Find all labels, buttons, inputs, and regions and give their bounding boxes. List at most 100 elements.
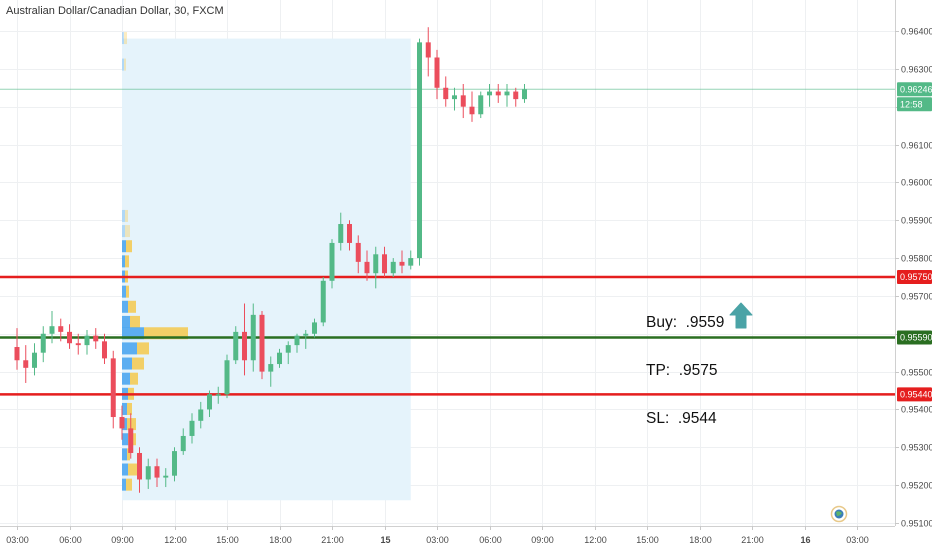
candle-body (417, 42, 422, 259)
candle-body (469, 106, 475, 115)
candle-body (504, 91, 510, 96)
candle-body (443, 87, 449, 100)
x-tick-label: 03:00 (6, 535, 29, 545)
candle-body (338, 224, 344, 243)
candle-body (390, 261, 396, 274)
profile-bar-down (128, 463, 138, 476)
candle-body (312, 322, 317, 334)
x-tick-label: 15 (380, 535, 390, 545)
candle-down (355, 235, 361, 274)
candle-body (522, 89, 527, 100)
candle-down (93, 328, 99, 349)
profile-bar-up (122, 58, 124, 71)
take-profit-badge-text: 0.95750 (900, 272, 932, 282)
stop-loss-badge-bg (897, 387, 932, 402)
profile-bar-down (144, 327, 188, 340)
x-tick-label: 16 (800, 535, 810, 545)
profile-bar-down (127, 418, 136, 431)
candle-body (215, 394, 221, 396)
candle-up (233, 326, 239, 365)
profile-bar-up (122, 300, 128, 313)
candle-up (277, 348, 282, 368)
candle-body (460, 95, 466, 107)
candle-body (250, 314, 256, 361)
candle-up (329, 239, 335, 289)
candle-up (408, 250, 414, 270)
candle-down (443, 76, 449, 107)
profile-bar-up (122, 209, 125, 222)
x-tick-label: 12:00 (164, 535, 187, 545)
candle-down (469, 91, 475, 122)
candle-body (137, 452, 142, 480)
profile-bar-down (128, 300, 136, 313)
candle-body (58, 326, 64, 332)
candle-down (67, 324, 72, 349)
candle-down (364, 250, 370, 281)
candle-up (163, 468, 169, 488)
profile-bar-down (126, 285, 129, 298)
candle-up (198, 401, 204, 429)
candle-body (110, 358, 116, 418)
candle-body (425, 42, 431, 58)
profile-bar-up (122, 315, 130, 328)
candle-body (224, 360, 230, 395)
candle-body (242, 331, 247, 361)
candle-body (495, 91, 501, 96)
candle-up (40, 326, 46, 363)
candle-up (172, 447, 177, 482)
profile-bar-down (130, 372, 138, 385)
x-tick-label: 12:00 (584, 535, 607, 545)
candle-down (23, 345, 29, 383)
candle-down (75, 333, 81, 355)
candle-down (259, 311, 265, 380)
price-badges: 0.95750 0.95590 0.95440 0.96246 12:58 (897, 82, 932, 402)
candle-body (23, 360, 29, 368)
profile-bar-down (126, 240, 132, 253)
candle-body (75, 343, 81, 346)
profile-bar-up (122, 478, 126, 491)
candle-down (425, 27, 431, 77)
y-tick-label: 0.95700 (901, 292, 932, 302)
candle-up (487, 83, 492, 107)
candle-up (390, 258, 396, 277)
y-tick-label: 0.96000 (901, 178, 932, 188)
y-tick-label: 0.95900 (901, 216, 932, 226)
candle-up (207, 390, 212, 418)
candle-body (40, 333, 46, 353)
candle-body (399, 261, 405, 266)
profile-bar-up (122, 225, 125, 238)
candle-body (513, 91, 519, 100)
candle-body (487, 91, 492, 96)
candle-down (495, 83, 501, 103)
countdown-badge-bg (897, 97, 932, 112)
x-tick-label: 03:00 (426, 535, 449, 545)
globe-icon[interactable] (830, 505, 848, 523)
candle-body (172, 451, 177, 476)
candle-body (364, 261, 370, 274)
y-tick-label: 0.95300 (901, 443, 932, 453)
candle-body (128, 428, 134, 453)
y-tick-label: 0.96100 (901, 141, 932, 151)
candle-body (32, 352, 37, 368)
candle-body (180, 435, 186, 452)
candle-up (84, 329, 90, 355)
countdown-badge-text: 12:58 (900, 99, 923, 109)
candle-body (84, 335, 90, 346)
candle-up (504, 83, 510, 107)
y-tick-label: 0.95400 (901, 405, 932, 415)
profile-bar-up (122, 32, 124, 45)
profile-bar-up (122, 342, 137, 355)
candle-up (417, 38, 422, 266)
x-tick-label: 06:00 (59, 535, 82, 545)
candle-body (145, 466, 151, 480)
profile-bar-up (122, 433, 128, 446)
candle-body (154, 466, 160, 478)
candle-body (119, 417, 125, 429)
candle-body (355, 242, 361, 262)
candle-body (277, 352, 282, 365)
candle-down (110, 350, 116, 429)
candle-body (102, 341, 107, 359)
